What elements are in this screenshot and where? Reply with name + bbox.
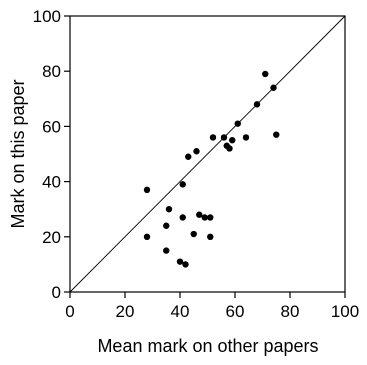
y-tick-label: 80	[42, 62, 61, 81]
y-tick-label: 100	[33, 7, 61, 26]
x-tick-label: 100	[331, 302, 359, 321]
data-point	[190, 230, 197, 238]
x-tick-label: 0	[65, 302, 74, 321]
x-tick-label: 60	[226, 302, 245, 321]
y-tick-label: 40	[42, 173, 61, 192]
data-point	[220, 134, 228, 141]
data-point	[193, 148, 200, 155]
plot-frame	[69, 15, 346, 293]
data-point	[182, 261, 189, 268]
data-point	[207, 214, 214, 221]
data-point	[273, 131, 280, 138]
data-point	[234, 120, 241, 127]
x-axis-title: Mean mark on other papers	[97, 336, 318, 356]
data-point	[163, 247, 170, 254]
data-point	[209, 134, 217, 141]
data-point	[165, 206, 173, 213]
data-point	[262, 70, 269, 78]
data-point	[242, 134, 250, 141]
x-tick-label: 40	[171, 302, 190, 321]
data-point	[196, 211, 203, 218]
data-point	[253, 101, 261, 108]
data-point	[229, 137, 236, 144]
y-tick-label: 60	[42, 117, 61, 136]
x-tick-label: 80	[281, 302, 300, 321]
data-point	[270, 84, 277, 91]
y-axis-title: Mark on this paper	[8, 79, 28, 228]
data-point	[207, 233, 214, 240]
data-point	[226, 145, 233, 152]
y-tick-label: 20	[42, 228, 61, 247]
y-tick-label: 0	[52, 283, 61, 302]
data-point	[163, 222, 170, 229]
x-tick-label: 20	[116, 302, 135, 321]
data-point	[179, 181, 186, 188]
data-point	[176, 258, 184, 265]
data-point	[179, 214, 186, 221]
data-point	[143, 233, 151, 240]
data-point	[201, 214, 208, 221]
identity-line	[69, 15, 346, 293]
data-point	[143, 186, 151, 194]
data-point	[185, 153, 192, 160]
